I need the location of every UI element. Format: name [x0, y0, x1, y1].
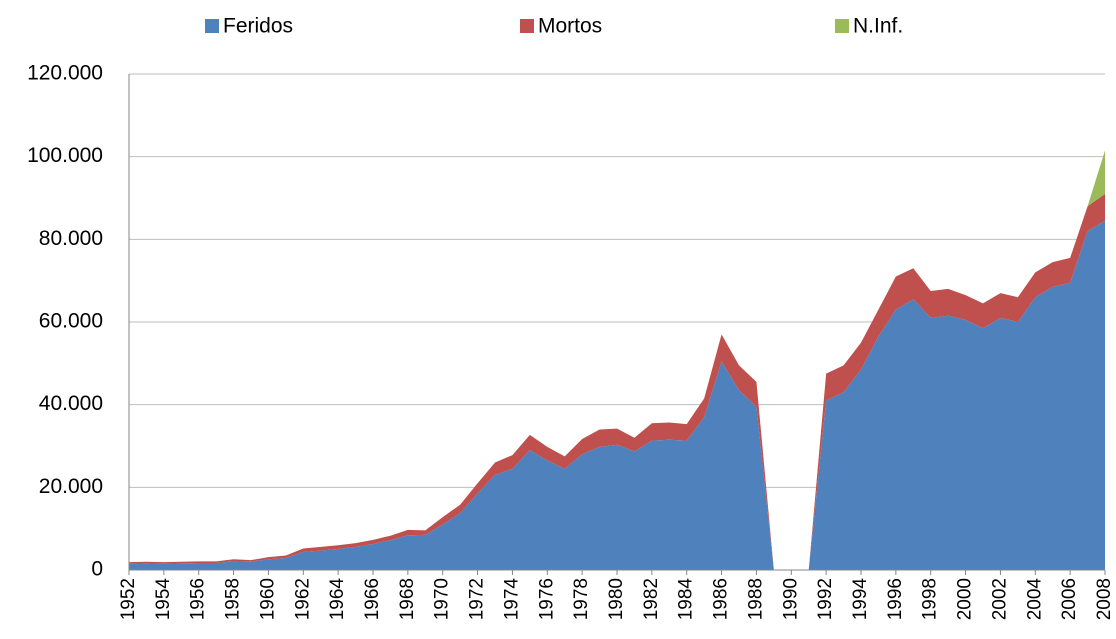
- x-tick-label: 2008: [1094, 578, 1115, 620]
- x-tick-label: 2000: [955, 578, 976, 620]
- x-tick-label: 1994: [850, 578, 871, 621]
- area: [129, 220, 1105, 570]
- x-tick-label: 1962: [292, 578, 313, 620]
- x-tick-label: 1972: [467, 578, 488, 620]
- x-tick-label: 1970: [432, 578, 453, 620]
- x-tick-label: 2002: [989, 578, 1010, 620]
- legend-swatch: [835, 19, 849, 33]
- y-tick-label: 40.000: [39, 392, 103, 415]
- x-tick-label: 1998: [920, 578, 941, 620]
- y-tick-label: 120.000: [27, 62, 103, 85]
- x-tick-label: 1958: [223, 578, 244, 620]
- x-tick-label: 1982: [641, 578, 662, 620]
- x-tick-label: 1980: [606, 578, 627, 620]
- y-tick-label: 80.000: [39, 227, 103, 250]
- x-tick-label: 2006: [1059, 578, 1080, 620]
- x-tick-label: 1968: [397, 578, 418, 620]
- x-tick-label: 1964: [327, 578, 348, 621]
- x-tick-label: 1956: [188, 578, 209, 620]
- x-tick-label: 1990: [780, 578, 801, 620]
- legend-label: N.Inf.: [853, 15, 903, 38]
- legend-label: Feridos: [223, 15, 293, 38]
- y-tick-label: 60.000: [39, 310, 103, 333]
- x-tick-label: 1992: [815, 578, 836, 620]
- x-tick-label: 1996: [885, 578, 906, 620]
- y-tick-label: 100.000: [27, 144, 103, 167]
- y-tick-label: 20.000: [39, 475, 103, 498]
- legend-swatch: [520, 19, 534, 33]
- legend-swatch: [205, 19, 219, 33]
- x-tick-label: 1974: [501, 578, 522, 621]
- x-tick-label: 1986: [711, 578, 732, 620]
- x-tick-label: 1984: [676, 578, 697, 621]
- x-tick-label: 1978: [571, 578, 592, 620]
- legend-label: Mortos: [538, 15, 602, 38]
- x-tick-label: 1988: [745, 578, 766, 620]
- x-tick-label: 1960: [257, 578, 278, 620]
- x-tick-label: 1976: [536, 578, 557, 620]
- x-tick-label: 1966: [362, 578, 383, 620]
- x-tick-label: 1954: [153, 578, 174, 621]
- x-tick-label: 2004: [1024, 578, 1045, 621]
- x-tick-label: 1952: [118, 578, 139, 620]
- y-tick-label: 0: [91, 558, 103, 581]
